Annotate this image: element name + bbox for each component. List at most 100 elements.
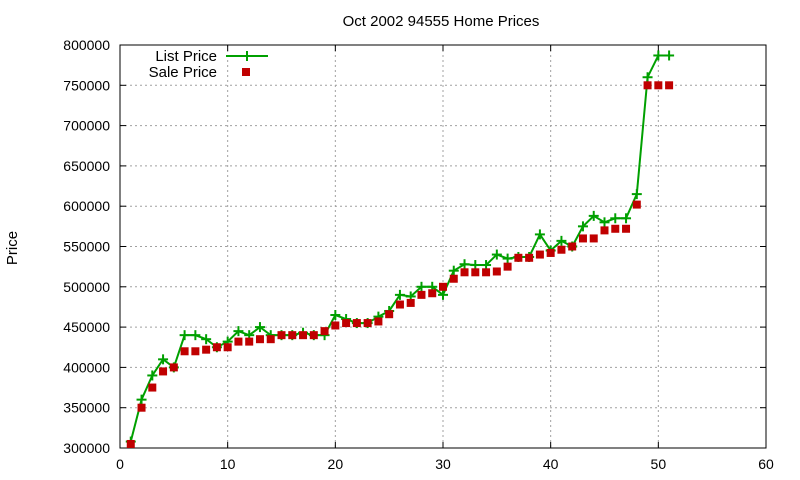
- sale-price-point: [439, 282, 447, 291]
- sale-price-point: [352, 319, 361, 328]
- y-tick-label: 500000: [63, 279, 110, 295]
- sale-price-point: [643, 81, 652, 90]
- sale-price-point: [245, 337, 254, 346]
- list-price-point: [179, 330, 190, 341]
- sale-price-point: [428, 289, 437, 298]
- sale-price-point: [622, 224, 631, 233]
- list-price-point: [459, 259, 470, 270]
- axis-ticks: 0 10 20 30 40 50 60 300000 350000 400000 450000 500…: [63, 37, 774, 472]
- sale-price-point: [514, 253, 523, 262]
- sale-price-point: [503, 262, 512, 271]
- sale-price-point: [665, 81, 674, 90]
- sale-price-point: [654, 81, 663, 90]
- list-price-point: [190, 330, 201, 341]
- sale-price-point: [255, 335, 264, 344]
- list-price-point: [254, 322, 265, 333]
- list-price-point: [610, 213, 621, 224]
- sale-price-point: [331, 321, 340, 330]
- list-price-point: [438, 289, 448, 300]
- sale-price-point: [126, 439, 135, 448]
- list-price-point: [394, 289, 405, 300]
- sale-price-point: [320, 327, 329, 336]
- sale-price-point: [363, 319, 372, 328]
- sale-price-point: [180, 347, 189, 356]
- sale-price-point: [578, 234, 587, 243]
- list-price-point: [158, 354, 169, 365]
- sale-price-point: [417, 290, 426, 299]
- sale-price-point: [460, 268, 469, 277]
- list-price-point: [534, 229, 545, 240]
- sale-price-point: [159, 367, 168, 376]
- list-price-point: [621, 213, 632, 224]
- sale-price-point: [385, 310, 394, 319]
- x-tick-label: 10: [220, 456, 236, 472]
- sale-price-point: [288, 331, 297, 340]
- x-tick-label: 20: [328, 456, 344, 472]
- chart-title: Oct 2002 94555 Home Prices: [343, 13, 540, 30]
- y-tick-label: 450000: [63, 319, 110, 335]
- y-tick-label: 600000: [63, 198, 110, 214]
- grid: [120, 45, 766, 448]
- list-price-point: [416, 281, 427, 292]
- x-tick-label: 60: [758, 456, 774, 472]
- y-tick-label: 750000: [63, 77, 110, 93]
- list-price-point: [147, 370, 158, 381]
- series-sale-price: [126, 81, 674, 448]
- sale-price-point: [611, 224, 620, 233]
- sale-price-point: [482, 268, 491, 277]
- sale-price-point: [234, 337, 243, 346]
- sale-price-point: [191, 347, 200, 356]
- y-tick-label: 550000: [63, 239, 110, 255]
- sale-price-point: [406, 298, 415, 307]
- list-price-point: [642, 72, 653, 83]
- series-layer: [125, 50, 675, 448]
- list-price-point: [491, 249, 502, 260]
- sale-price-point: [395, 300, 404, 309]
- sale-price-point: [471, 268, 480, 277]
- sale-price-point: [374, 317, 383, 326]
- list-price-point: [577, 221, 588, 232]
- x-tick-label: 0: [116, 456, 124, 472]
- sale-price-point: [202, 345, 211, 354]
- sale-price-point: [557, 245, 566, 254]
- list-price-point: [556, 235, 567, 246]
- sale-price-point: [277, 331, 286, 340]
- list-price-point: [502, 253, 513, 264]
- list-price-point: [448, 265, 459, 276]
- sale-price-point: [589, 234, 598, 243]
- list-price-point: [588, 210, 599, 221]
- list-price-point: [136, 394, 147, 405]
- plot-frame: [119, 44, 767, 449]
- series-list-price: [125, 50, 675, 447]
- sale-price-point: [568, 242, 577, 251]
- legend-label: Sale Price: [149, 64, 217, 81]
- list-price-point: [631, 189, 642, 200]
- y-tick-label: 650000: [63, 158, 110, 174]
- sale-price-point: [449, 274, 458, 283]
- y-tick-label: 350000: [63, 400, 110, 416]
- list-price-point: [664, 50, 675, 61]
- sale-price-point: [525, 253, 534, 262]
- y-tick-label: 400000: [63, 359, 110, 375]
- sale-price-point: [299, 331, 308, 340]
- y-tick-label: 700000: [63, 118, 110, 134]
- list-price-point: [599, 217, 610, 228]
- y-axis-label: Price: [4, 231, 21, 265]
- sale-price-point: [266, 335, 275, 344]
- sale-price-point: [342, 319, 351, 328]
- legend-square-sample: [242, 68, 250, 76]
- legend-plus-sample: [242, 51, 252, 61]
- sale-price-point: [632, 200, 641, 209]
- x-tick-label: 30: [435, 456, 451, 472]
- sale-price-point: [212, 343, 221, 352]
- sale-price-point: [137, 403, 146, 412]
- sale-price-point: [535, 250, 544, 259]
- sale-price-point: [492, 267, 501, 276]
- sale-price-point: [309, 331, 318, 340]
- y-tick-label: 300000: [63, 440, 110, 456]
- legend-label: List Price: [155, 48, 217, 65]
- x-tick-label: 40: [543, 456, 559, 472]
- list-price-point: [233, 326, 244, 337]
